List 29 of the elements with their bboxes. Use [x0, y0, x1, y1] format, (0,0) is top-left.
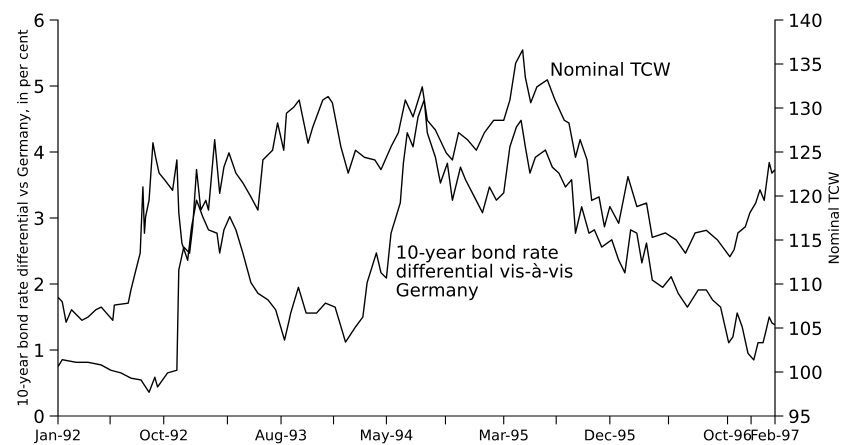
x-tick-label: Jan-92	[34, 429, 80, 444]
series-label: 10-year bond rate differential vis-à-vis Germany	[396, 244, 572, 300]
y2-tick-label: 100	[790, 365, 822, 380]
y-tick-label: 1	[35, 344, 44, 357]
x-tick-label: Aug-93	[255, 429, 306, 444]
x-tick-label: Dec-95	[585, 429, 635, 440]
y2-tick-label: 105	[790, 321, 822, 336]
series-label: Nominal TCW	[552, 62, 670, 76]
y-tick-label: 6	[34, 13, 44, 28]
x-tick-label: Oct-92	[140, 429, 187, 440]
y2-tick-label: 95	[789, 409, 810, 424]
y2-tick-label: 130	[790, 101, 822, 116]
x-tick-label: Oct-96	[704, 429, 752, 440]
y-tick-label: 2	[34, 277, 43, 291]
y2-tick-label: 110	[790, 277, 822, 292]
y2-tick-label: 115	[790, 234, 822, 248]
x-tick-label: Mar-95	[480, 429, 528, 440]
y2-tick-label: 120	[790, 189, 822, 204]
y2-tick-label: 140	[790, 13, 822, 28]
y-tick-label: 5	[34, 80, 44, 94]
y-tick-label: 4	[34, 146, 44, 159]
y-tick-label: 3	[34, 211, 44, 226]
y-tick-label: 0	[34, 409, 44, 424]
x-tick-label: May-94	[360, 429, 412, 444]
x-tick-label: Feb-97	[752, 429, 799, 440]
y2-axis-title: Nominal TCW	[828, 172, 839, 264]
y-axis-title: 10-year bond rate differential vs Germany, in per cent	[17, 30, 31, 406]
y2-tick-label: 125	[790, 145, 822, 160]
y2-tick-label: 135	[790, 57, 822, 72]
